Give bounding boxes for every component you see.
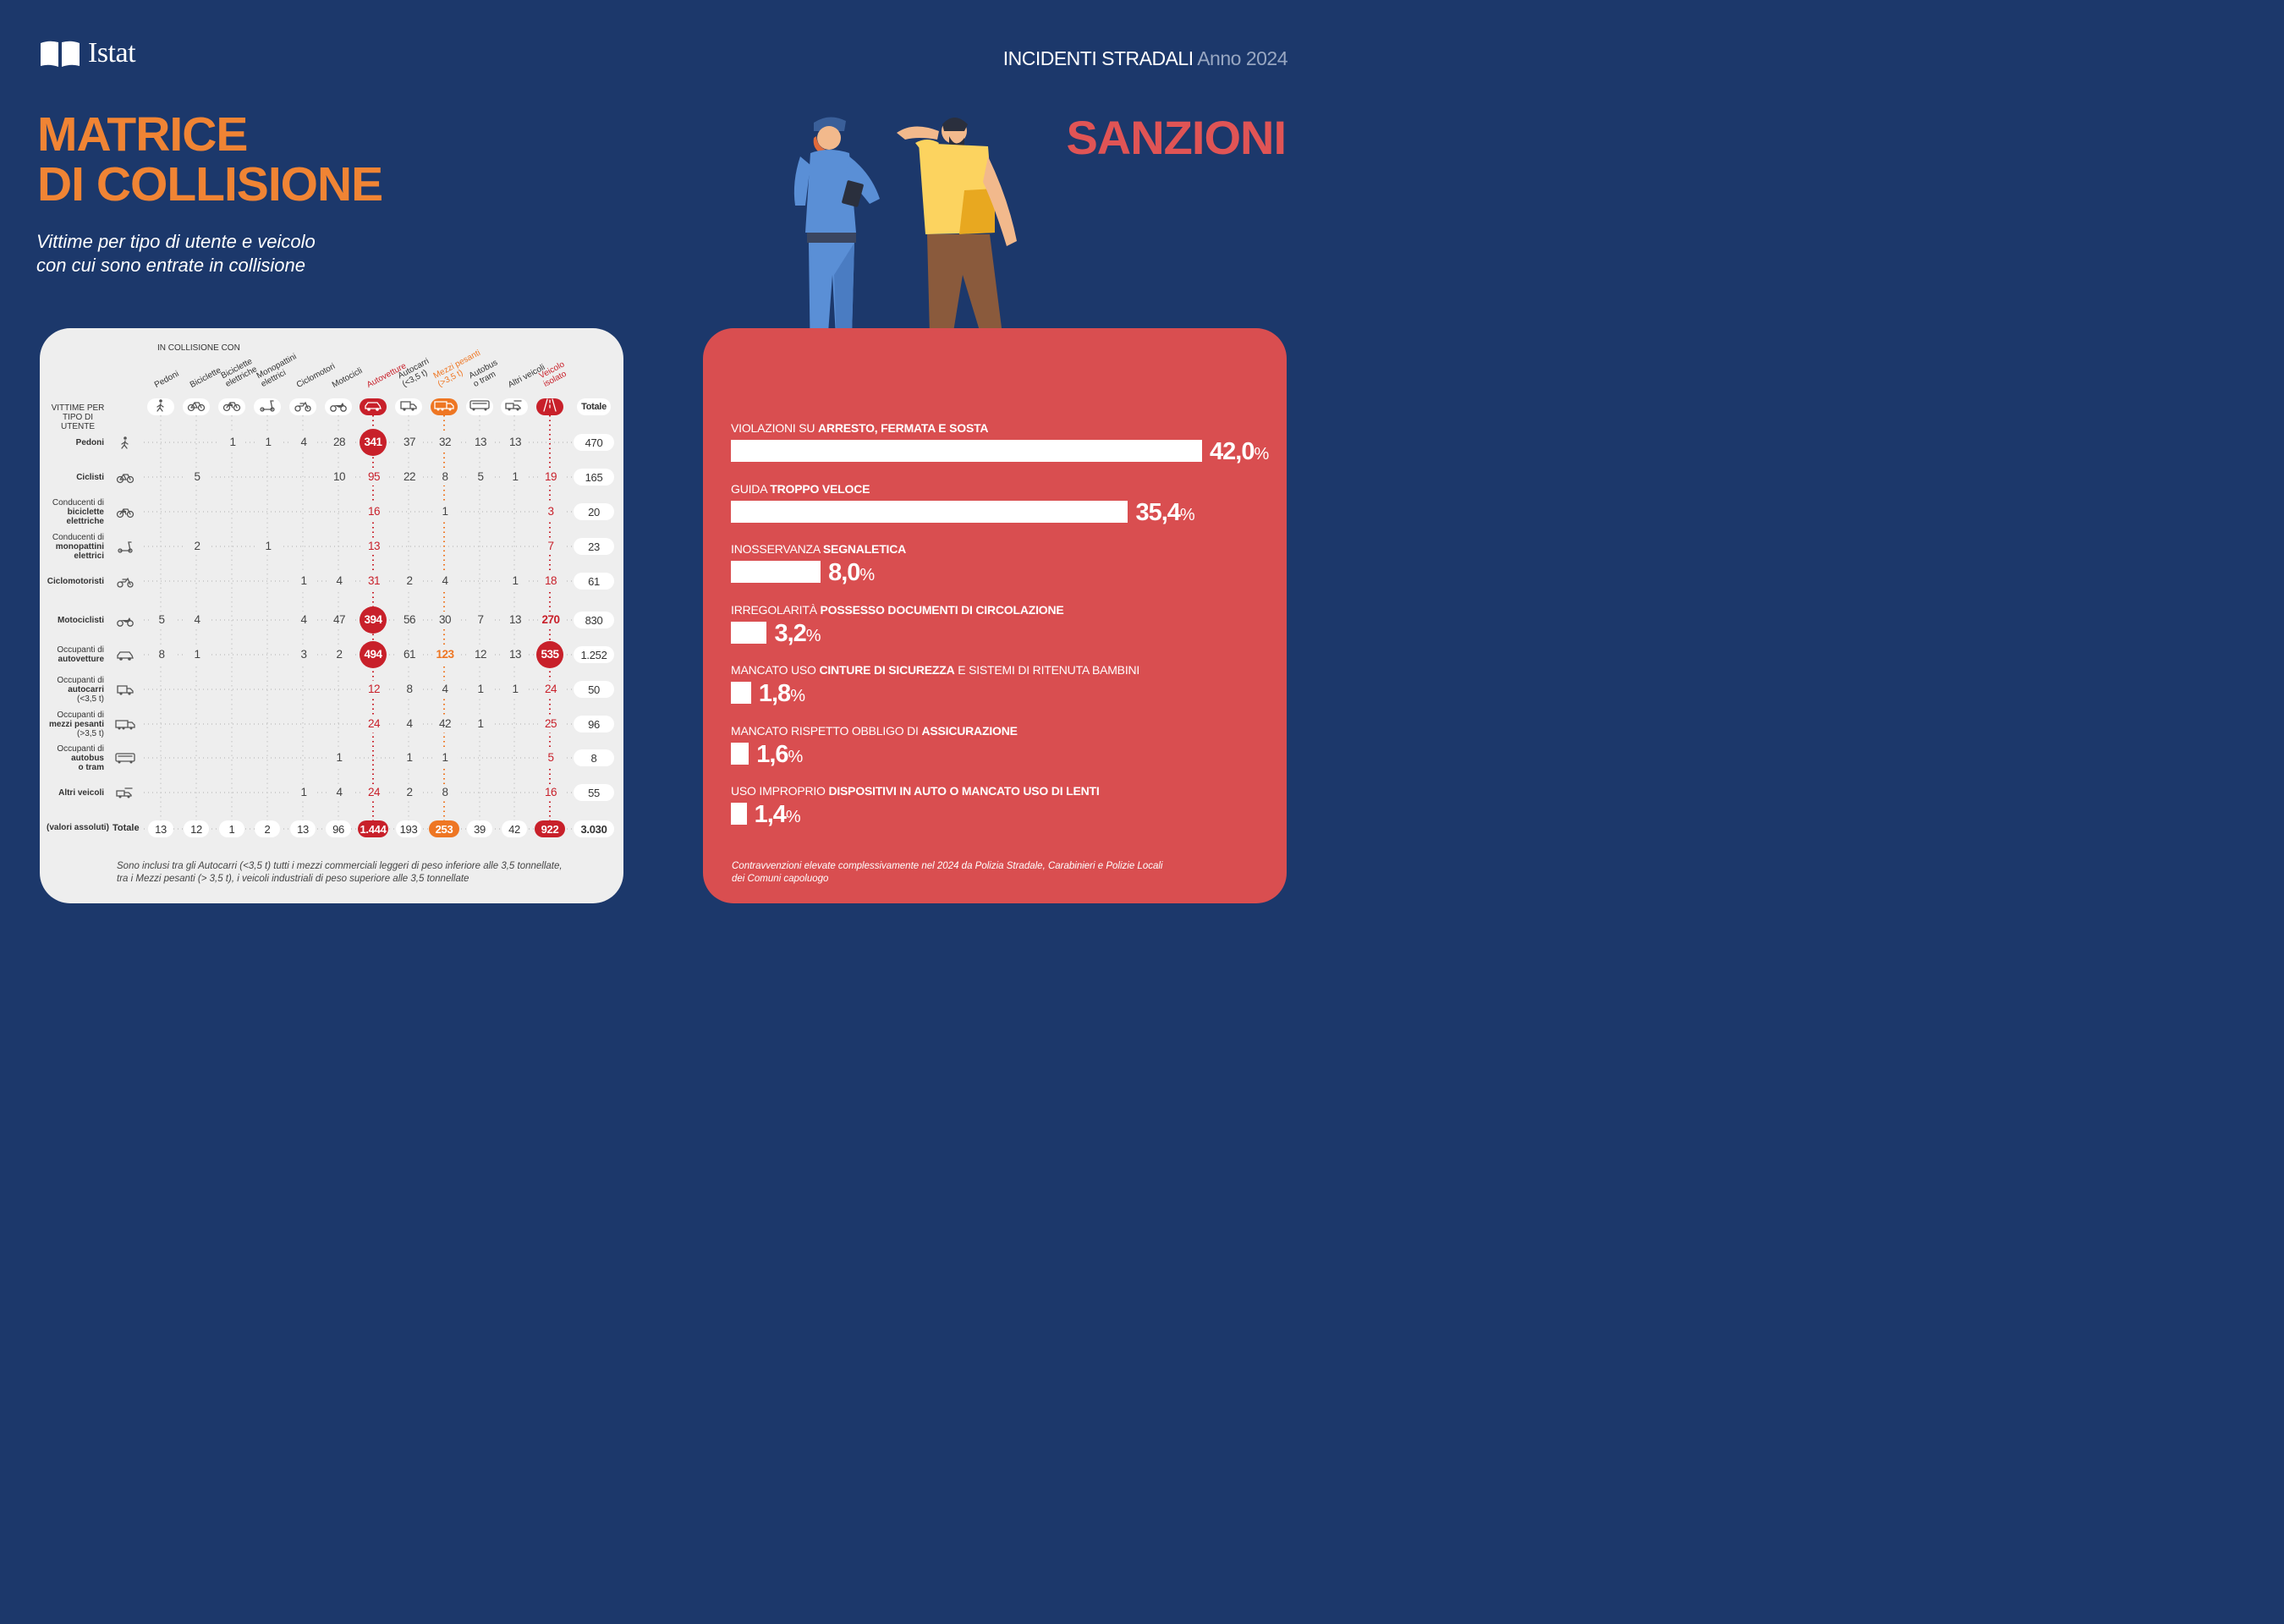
- bar-label-pre: GUIDA: [731, 481, 771, 496]
- bar-value-2: 35,4%: [1135, 500, 1194, 528]
- header-topic: INCIDENTI STRADALI Anno 2024: [1002, 47, 1288, 70]
- bar-label-bold: TROPPO VELOCE: [770, 481, 870, 496]
- bar-label-pre: INOSSERVANZA: [731, 542, 823, 556]
- bar-label-1: VIOLAZIONI SU ARRESTO, FERMATA E SOSTA: [731, 421, 989, 435]
- bar-label-5: MANCATO USO CINTURE DI SICUREZZA E SISTE…: [731, 663, 1139, 677]
- bar-label-7: USO IMPROPRIO DISPOSITIVI IN AUTO O MANC…: [731, 784, 1100, 798]
- bar-value-unit: %: [785, 808, 801, 826]
- matrix-title: MATRICE DI COLLISIONE: [37, 107, 383, 211]
- bar-label-pre: MANCATO RISPETTO OBBLIGO DI: [731, 723, 922, 738]
- bar-value-unit: %: [859, 566, 875, 584]
- bar-label-pre: USO IMPROPRIO: [731, 784, 829, 798]
- bar-fill-1: [731, 440, 1202, 462]
- bar-fill-2: [731, 500, 1128, 523]
- title-line-1: MATRICE: [37, 107, 248, 162]
- bar-value-unit: %: [1179, 505, 1195, 524]
- bar-label-bold: SEGNALETICA: [822, 542, 907, 556]
- bar-value-number: 1,4: [754, 801, 787, 828]
- sanctions-footnote-line-2: dei Comuni capoluogo: [732, 874, 829, 884]
- matrix-subtitle: Vittime per tipo di utente e veicolo con…: [36, 230, 316, 277]
- bar-fill-5: [731, 682, 751, 704]
- sanctions-panel: [703, 328, 1287, 903]
- bar-fill-4: [731, 621, 767, 644]
- bar-value-3: 8,0%: [828, 559, 875, 588]
- bar-label-pre: IRREGOLARITÀ: [731, 602, 821, 617]
- bar-label-4: IRREGOLARITÀ POSSESSO DOCUMENTI DI CIRCO…: [731, 603, 1064, 617]
- bar-fill-6: [731, 742, 749, 765]
- bar-label-pre: MANCATO USO: [731, 663, 820, 677]
- bar-value-unit: %: [805, 626, 821, 645]
- title-line-2: DI COLLISIONE: [37, 157, 383, 211]
- sanctions-footnote: Contravvenzioni elevate complessivamente…: [732, 860, 1162, 886]
- bar-label-6: MANCATO RISPETTO OBBLIGO DI ASSICURAZION…: [731, 724, 1018, 738]
- bar-fill-7: [731, 803, 747, 825]
- istat-logo: Istat: [39, 37, 136, 69]
- bar-label-bold: ASSICURAZIONE: [921, 723, 1018, 738]
- bar-label-pre: VIOLAZIONI SU: [731, 421, 818, 435]
- bar-value-number: 8,0: [828, 559, 860, 586]
- bar-value-4: 3,2%: [774, 619, 821, 649]
- brand-name: Istat: [88, 37, 136, 69]
- bar-value-unit: %: [790, 687, 805, 705]
- bar-value-number: 1,8: [758, 680, 791, 707]
- bar-value-7: 1,4%: [754, 801, 801, 830]
- bar-value-number: 3,2: [774, 619, 806, 647]
- sanctions-footnote-line-1: Contravvenzioni elevate complessivamente…: [732, 861, 1163, 871]
- bar-fill-3: [731, 561, 821, 583]
- bar-value-number: 35,4: [1135, 498, 1180, 526]
- bar-label-bold: ARRESTO, FERMATA E SOSTA: [818, 421, 989, 435]
- subtitle-line-2: con cui sono entrate in collisione: [36, 255, 305, 276]
- bar-value-1: 42,0%: [1210, 438, 1269, 467]
- collision-matrix-panel: [40, 328, 623, 903]
- sanzioni-title: SANZIONI: [1066, 111, 1287, 164]
- bar-value-5: 1,8%: [758, 680, 805, 709]
- year-text: Anno 2024: [1197, 47, 1287, 69]
- bar-label-3: INOSSERVANZA SEGNALETICA: [731, 542, 906, 556]
- topic-text: INCIDENTI STRADALI: [1002, 47, 1194, 69]
- bar-label-2: GUIDA TROPPO VELOCE: [731, 482, 870, 496]
- bar-label-post: E SISTEMI DI RITENUTA BAMBINI: [954, 663, 1140, 677]
- bar-label-bold: POSSESSO DOCUMENTI DI CIRCOLAZIONE: [820, 602, 1064, 617]
- bar-label-bold: DISPOSITIVI IN AUTO O MANCATO USO DI LEN…: [828, 784, 1100, 798]
- subtitle-line-1: Vittime per tipo di utente e veicolo: [36, 231, 316, 252]
- bar-value-unit: %: [1254, 445, 1269, 464]
- bar-value-6: 1,6%: [756, 740, 804, 770]
- bar-value-unit: %: [788, 747, 804, 766]
- bar-label-bold: CINTURE DI SICUREZZA: [819, 663, 955, 677]
- bar-value-number: 42,0: [1210, 438, 1255, 465]
- bar-value-number: 1,6: [756, 740, 788, 768]
- book-logo-icon: [41, 41, 80, 67]
